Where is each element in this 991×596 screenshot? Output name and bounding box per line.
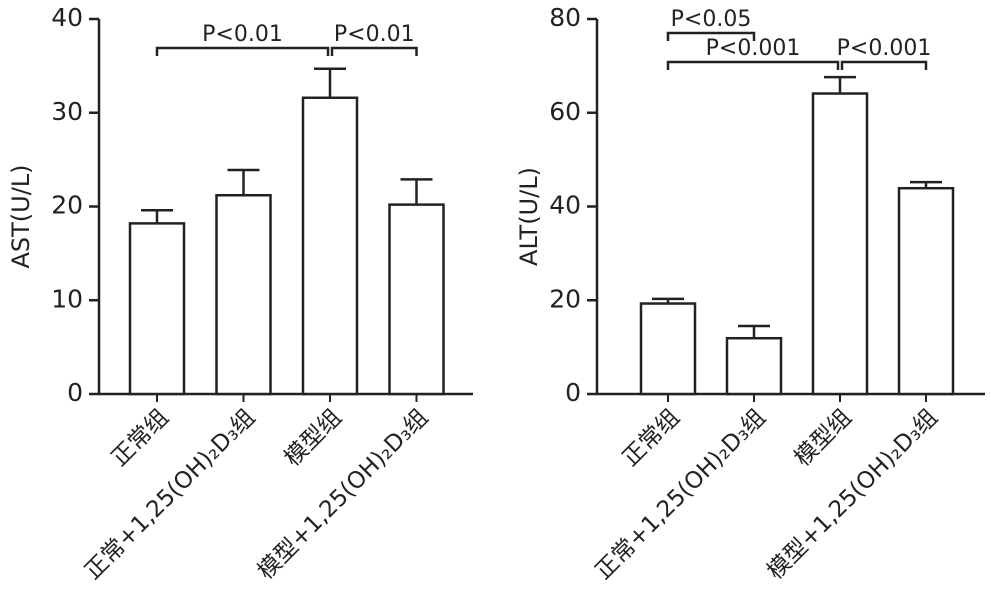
bar xyxy=(725,336,783,396)
bar xyxy=(215,194,272,396)
significance-label: P<0.001 xyxy=(706,36,801,61)
x-tick-label: 模型组 xyxy=(790,404,857,471)
bar xyxy=(897,186,955,396)
y-tick-label: 40 xyxy=(51,3,83,32)
significance-bracket xyxy=(666,31,756,41)
y-tick-label: 30 xyxy=(51,97,83,126)
bar xyxy=(811,92,869,396)
significance-bracket xyxy=(330,46,418,56)
x-tick-label: 模型+1,25(OH)₂D₃组 xyxy=(763,404,943,584)
bar xyxy=(301,96,359,396)
y-tick-label: 10 xyxy=(51,284,83,313)
x-tick-label: 正常+1,25(OH)₂D₃组 xyxy=(591,404,771,584)
y-tick-label: 40 xyxy=(549,191,581,220)
significance-label: P<0.01 xyxy=(202,22,283,47)
x-tick-label: 正常+1,25(OH)₂D₃组 xyxy=(80,404,260,584)
y-tick-label: 60 xyxy=(549,97,581,126)
y-tick-label: 80 xyxy=(549,3,581,32)
bar xyxy=(639,302,697,396)
y-tick-label: 20 xyxy=(549,284,581,313)
bar xyxy=(388,203,445,396)
bar xyxy=(128,222,186,396)
y-tick-label: 20 xyxy=(51,191,83,220)
y-tick-label: 0 xyxy=(565,378,581,407)
x-tick-label: 正常组 xyxy=(107,404,174,471)
significance-bracket xyxy=(155,46,330,56)
significance-bracket xyxy=(840,60,928,70)
y-axis-label: ALT(U/L) xyxy=(515,167,543,266)
x-tick-label: 正常组 xyxy=(618,404,685,471)
x-tick-label: 模型+1,25(OH)₂D₃组 xyxy=(253,404,433,584)
y-tick-label: 0 xyxy=(67,378,83,407)
y-axis-label: AST(U/L) xyxy=(7,164,35,268)
significance-bracket xyxy=(666,60,840,70)
significance-label: P<0.05 xyxy=(671,7,752,32)
significance-label: P<0.01 xyxy=(334,22,415,47)
significance-label: P<0.001 xyxy=(837,36,932,61)
x-tick-label: 模型组 xyxy=(280,404,347,471)
